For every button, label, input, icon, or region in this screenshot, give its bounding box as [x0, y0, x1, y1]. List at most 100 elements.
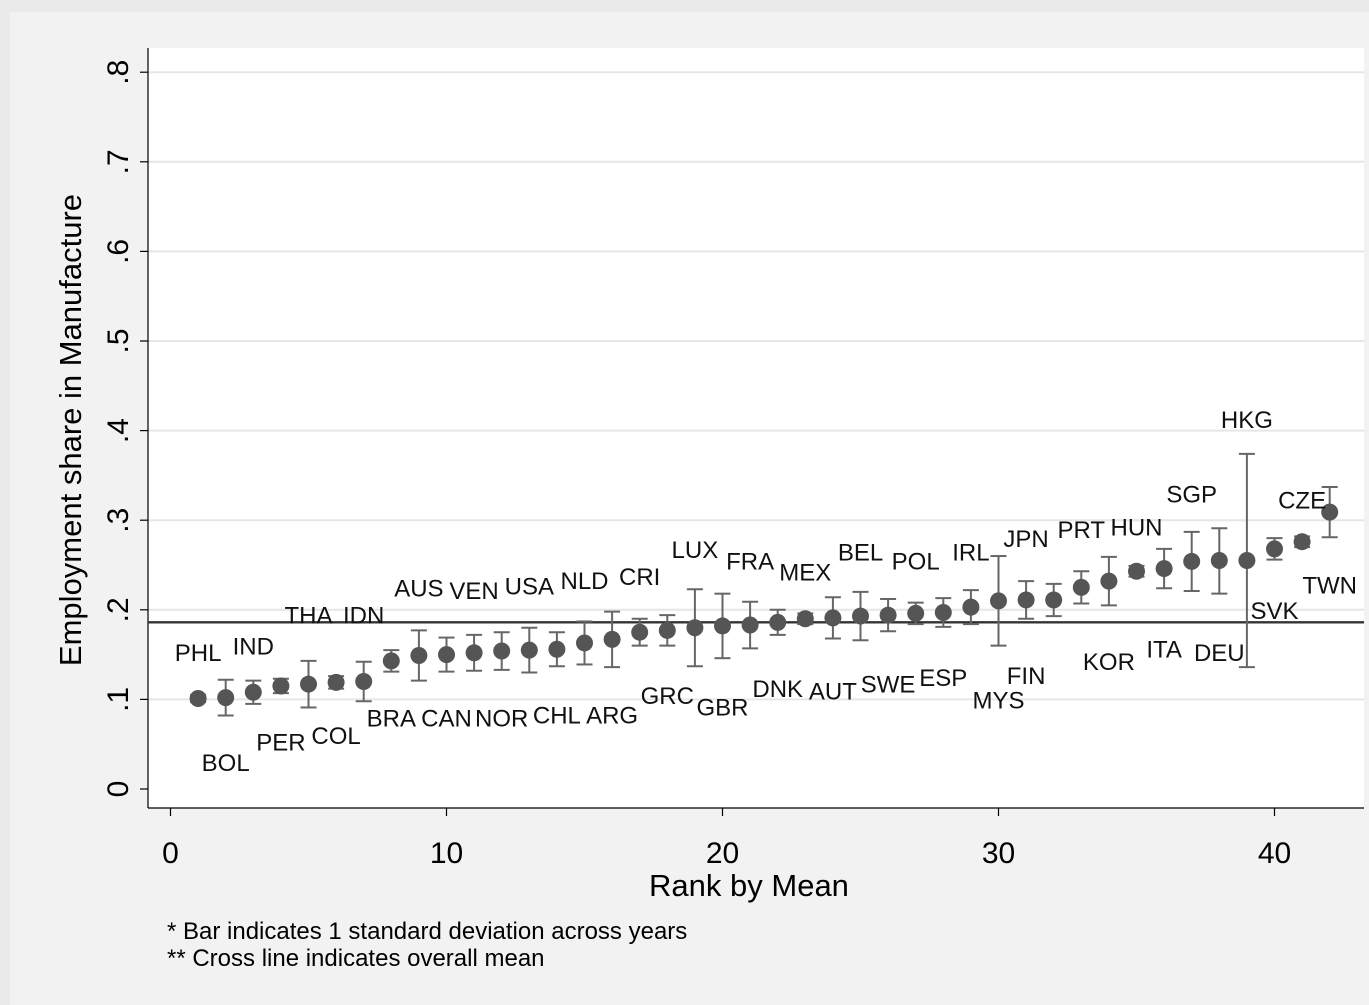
x-tick-label-0: 0: [162, 837, 179, 870]
marker-usa: [520, 641, 538, 659]
y-tick-label-3: .3: [102, 508, 135, 533]
y-tick-label-6: .6: [102, 239, 135, 264]
x-tick-label-1: 10: [430, 837, 463, 870]
x-tick-label-3: 30: [982, 837, 1015, 870]
marker-mex: [796, 610, 814, 628]
marker-deu: [1210, 552, 1228, 570]
marker-fra: [741, 616, 759, 634]
point-label-ita: ITA: [1146, 636, 1182, 663]
point-label-dnk: DNK: [752, 676, 803, 703]
marker-nld: [576, 634, 593, 652]
marker-mys: [990, 592, 1007, 610]
marker-lux: [686, 619, 704, 637]
point-label-ind: IND: [233, 634, 274, 661]
point-label-bra: BRA: [367, 705, 416, 732]
point-label-prt: PRT: [1058, 517, 1106, 544]
point-labels: PHL BOL IND PER THA COL IDN BRA AUS CAN VEN NOR USA C…: [175, 407, 1357, 777]
point-label-idn: IDN: [343, 602, 384, 629]
marker-grc: [658, 621, 676, 639]
point-label-gbr: GBR: [696, 695, 748, 722]
marker-irl: [962, 598, 980, 616]
marker-prt: [1072, 578, 1090, 596]
marker-cri: [631, 623, 649, 641]
marker-sgp: [1183, 552, 1201, 570]
y-axis-title: Employment share in Manufacture: [53, 194, 88, 666]
point-label-sgp: SGP: [1166, 481, 1217, 508]
point-label-aut: AUT: [809, 678, 857, 705]
point-label-phl: PHL: [175, 640, 222, 667]
point-label-grc: GRC: [641, 683, 694, 710]
point-label-swe: SWE: [861, 671, 916, 698]
x-tick-label-2: 20: [706, 837, 739, 870]
point-label-can: CAN: [421, 705, 472, 732]
point-label-fra: FRA: [726, 549, 774, 576]
note-line-1: * Bar indicates 1 standard deviation acr…: [167, 918, 687, 945]
point-label-twn: TWN: [1302, 573, 1357, 600]
marker-pol: [907, 604, 925, 622]
point-label-usa: USA: [505, 574, 554, 601]
point-label-chl: CHL: [533, 703, 581, 730]
point-label-arg: ARG: [586, 703, 638, 730]
marker-can: [438, 646, 455, 664]
marker-jpn: [1017, 591, 1035, 609]
point-label-fin: FIN: [1007, 663, 1046, 690]
marker-arg: [603, 630, 621, 648]
marker-swe: [879, 606, 897, 624]
y-axis-ticks: 0 .1 .2 .3 .4 .5 .6 .7 .8: [102, 60, 148, 798]
point-label-bol: BOL: [202, 750, 250, 777]
point-label-nld: NLD: [560, 568, 608, 595]
point-label-hun: HUN: [1111, 514, 1163, 541]
marker-kor: [1100, 572, 1118, 590]
point-label-hkg: HKG: [1221, 407, 1273, 434]
point-label-irl: IRL: [952, 540, 989, 567]
note-line-2: ** Cross line indicates overall mean: [167, 945, 545, 972]
marker-bol: [217, 689, 235, 707]
marker-tha: [300, 675, 317, 693]
point-label-cze: CZE: [1278, 488, 1326, 515]
marker-col: [327, 673, 345, 691]
point-label-per: PER: [256, 730, 305, 757]
marker-chl: [548, 640, 566, 658]
marker-bra: [382, 652, 400, 670]
data-marks: [189, 452, 1339, 717]
marker-ita: [1155, 560, 1173, 578]
marker-fin: [1045, 591, 1063, 609]
y-tick-label-0: 0: [102, 781, 135, 798]
marker-hun: [1128, 562, 1145, 580]
marker-dnk: [769, 613, 787, 631]
marker-hkg: [1238, 552, 1256, 570]
gridlines: [148, 71, 1364, 701]
point-label-kor: KOR: [1083, 649, 1135, 676]
marker-esp: [934, 603, 952, 621]
point-label-bel: BEL: [838, 540, 883, 567]
point-label-esp: ESP: [919, 665, 967, 692]
x-tick-label-4: 40: [1258, 837, 1291, 870]
point-label-jpn: JPN: [1003, 526, 1048, 553]
marker-aut: [824, 609, 842, 627]
x-axis-title: Rank by Mean: [649, 868, 849, 903]
marker-nor: [493, 642, 511, 660]
y-tick-label-2: .2: [102, 597, 135, 622]
marker-aus: [410, 646, 428, 664]
marker-phl: [189, 690, 207, 708]
marker-bel: [852, 607, 869, 625]
y-tick-label-5: .5: [102, 328, 135, 353]
y-tick-label-8: .8: [102, 60, 135, 85]
point-label-svk: SVK: [1250, 598, 1298, 625]
marker-svk: [1266, 540, 1283, 558]
y-tick-label-1: .1: [102, 687, 135, 712]
marker-cze: [1293, 533, 1311, 551]
y-tick-label-7: .7: [102, 149, 135, 174]
marker-ind: [244, 683, 262, 701]
plot-area: [148, 48, 1364, 808]
point-label-ven: VEN: [449, 578, 498, 605]
point-label-aus: AUS: [394, 575, 443, 602]
y-tick-label-4: .4: [102, 418, 135, 443]
marker-per: [272, 677, 290, 695]
axes: [147, 48, 1364, 809]
marker-idn: [355, 672, 373, 690]
marker-ven: [465, 644, 483, 662]
point-label-nor: NOR: [475, 705, 528, 732]
marker-gbr: [714, 617, 731, 635]
